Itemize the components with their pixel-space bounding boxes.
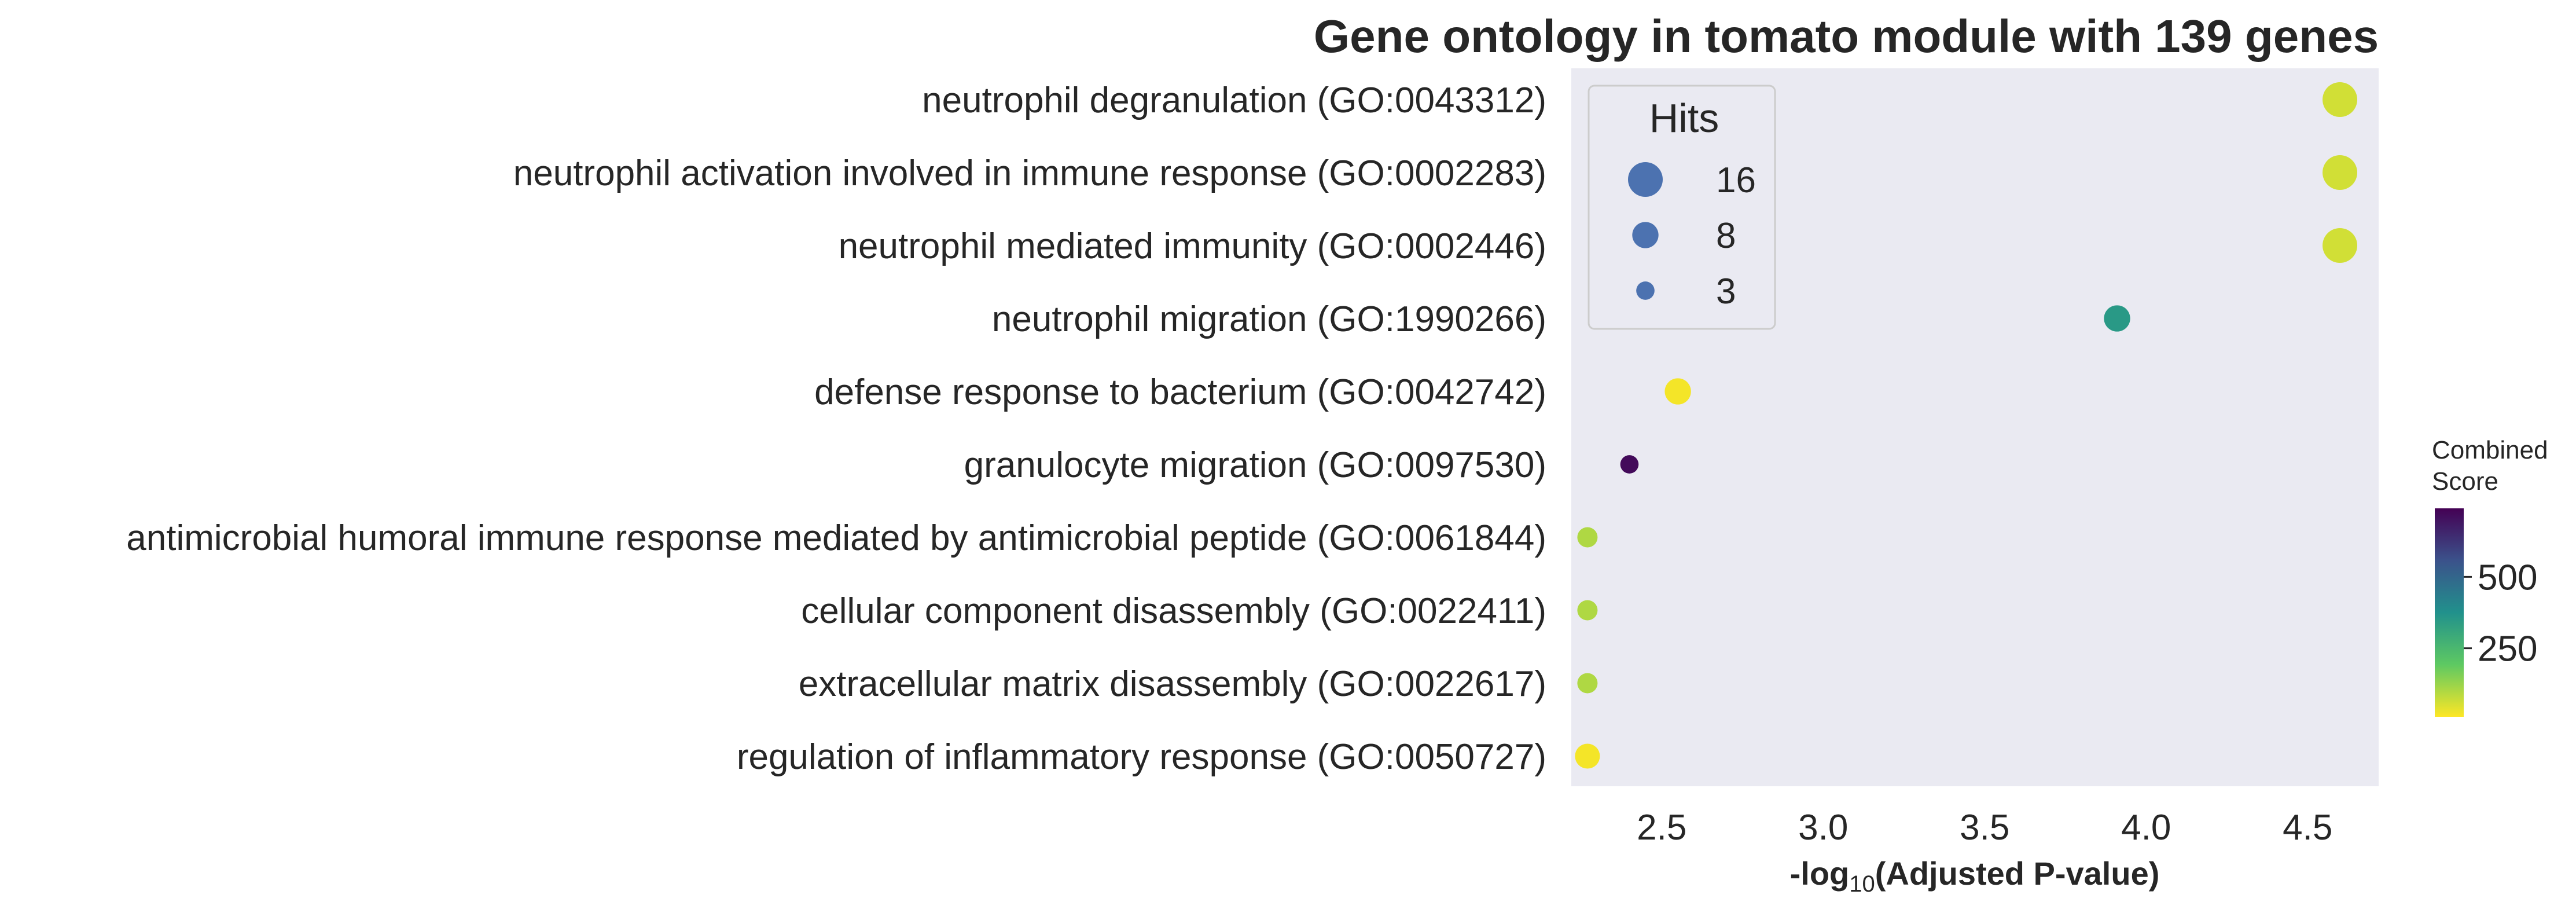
data-point bbox=[2323, 228, 2358, 263]
data-point bbox=[2323, 82, 2358, 117]
category-label: granulocyte migration (GO:0097530) bbox=[964, 445, 1546, 485]
colorbar-gradient bbox=[2435, 508, 2464, 717]
x-tick-label: 4.0 bbox=[2121, 808, 2171, 848]
size-legend-frame bbox=[1588, 85, 1776, 330]
x-tick-label: 2.5 bbox=[1637, 808, 1686, 848]
data-points bbox=[1575, 82, 2358, 769]
x-tick-label: 4.5 bbox=[2283, 808, 2332, 848]
category-label: neutrophil activation involved in immune… bbox=[513, 153, 1546, 193]
colorbar-tick-label: 500 bbox=[2478, 558, 2537, 598]
x-axis-label-prefix: -log bbox=[1790, 855, 1850, 892]
chart-title: Gene ontology in tomato module with 139 … bbox=[1314, 10, 2379, 62]
data-point bbox=[2323, 155, 2358, 190]
data-point bbox=[2104, 305, 2130, 332]
category-label: antimicrobial humoral immune response me… bbox=[126, 518, 1546, 558]
category-label: cellular component disassembly (GO:00224… bbox=[801, 591, 1546, 631]
colorbar-title-line2: Score bbox=[2432, 467, 2498, 496]
category-label: regulation of inflammatory response (GO:… bbox=[737, 737, 1546, 777]
data-point bbox=[1577, 600, 1598, 621]
x-axis-label-subscript: 10 bbox=[1849, 871, 1875, 897]
colorbar-tick-label: 250 bbox=[2478, 629, 2537, 669]
size-legend-marker bbox=[1636, 281, 1655, 300]
category-label: defense response to bacterium (GO:004274… bbox=[814, 372, 1546, 412]
size-legend-title: Hits bbox=[1649, 96, 1719, 141]
category-labels: neutrophil degranulation (GO:0043312) neu… bbox=[126, 80, 1546, 777]
data-point bbox=[1620, 455, 1639, 474]
size-legend-label: 8 bbox=[1716, 216, 1736, 256]
size-legend-marker bbox=[1632, 222, 1659, 248]
category-label: neutrophil migration (GO:1990266) bbox=[992, 299, 1546, 339]
size-legend-label: 16 bbox=[1716, 160, 1756, 200]
data-point bbox=[1664, 378, 1691, 405]
colorbar: Combined Score 500 250 bbox=[2432, 436, 2548, 717]
category-label: extracellular matrix disassembly (GO:002… bbox=[799, 664, 1546, 704]
colorbar-ticks: 500 250 bbox=[2464, 558, 2537, 669]
category-label: neutrophil mediated immunity (GO:0002446… bbox=[839, 226, 1546, 266]
data-point bbox=[1575, 743, 1600, 769]
x-tick-label: 3.5 bbox=[1960, 808, 2009, 848]
x-tick-label: 3.0 bbox=[1798, 808, 1848, 848]
x-axis-label: -log10(Adjusted P-value) bbox=[1790, 855, 2160, 897]
size-legend-marker bbox=[1628, 162, 1663, 197]
data-point bbox=[1577, 527, 1598, 548]
x-axis-ticks: 2.5 3.0 3.5 4.0 4.5 bbox=[1637, 808, 2332, 848]
size-legend-label: 3 bbox=[1716, 272, 1736, 311]
data-point bbox=[1577, 673, 1598, 694]
x-axis-label-suffix: (Adjusted P-value) bbox=[1875, 855, 2160, 892]
colorbar-title-line1: Combined bbox=[2432, 436, 2548, 464]
category-label: neutrophil degranulation (GO:0043312) bbox=[922, 80, 1546, 120]
